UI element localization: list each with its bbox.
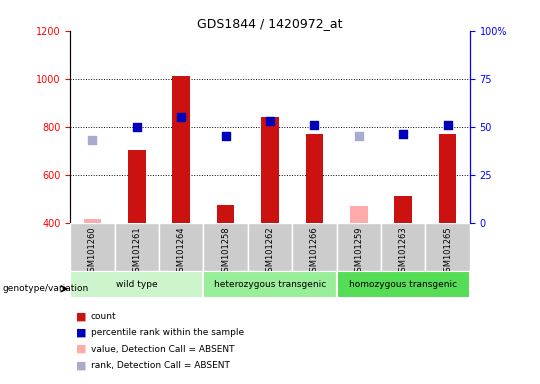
Text: homozygous transgenic: homozygous transgenic — [349, 280, 457, 289]
Point — [88, 137, 97, 143]
Bar — [204, 223, 248, 271]
Bar — [217, 205, 234, 223]
Bar — [128, 149, 146, 223]
Text: GSM101261: GSM101261 — [132, 227, 141, 277]
Text: GSM101259: GSM101259 — [354, 227, 363, 277]
Title: GDS1844 / 1420972_at: GDS1844 / 1420972_at — [197, 17, 343, 30]
Bar — [306, 134, 323, 223]
Text: GSM101265: GSM101265 — [443, 227, 452, 277]
Bar — [438, 134, 456, 223]
Bar — [336, 271, 470, 298]
Text: GSM101264: GSM101264 — [177, 227, 186, 277]
Bar — [172, 76, 190, 223]
Bar — [381, 223, 426, 271]
Point — [266, 118, 274, 124]
Bar — [84, 219, 102, 223]
Bar — [261, 117, 279, 223]
Bar — [350, 206, 368, 223]
Text: ■: ■ — [76, 360, 86, 370]
Point — [221, 133, 230, 139]
Text: wild type: wild type — [116, 280, 158, 289]
Text: ■: ■ — [76, 328, 86, 338]
Text: ■: ■ — [76, 312, 86, 322]
Bar — [248, 223, 292, 271]
Bar — [292, 223, 336, 271]
Text: percentile rank within the sample: percentile rank within the sample — [91, 328, 244, 338]
Text: GSM101258: GSM101258 — [221, 227, 230, 277]
Bar — [394, 196, 412, 223]
Point — [132, 124, 141, 130]
Point — [443, 122, 452, 128]
Text: GSM101260: GSM101260 — [88, 227, 97, 277]
Point — [177, 114, 186, 120]
Text: GSM101263: GSM101263 — [399, 227, 408, 277]
Text: GSM101262: GSM101262 — [266, 227, 274, 277]
Bar — [114, 223, 159, 271]
Text: value, Detection Call = ABSENT: value, Detection Call = ABSENT — [91, 344, 234, 354]
Bar — [204, 271, 336, 298]
Bar — [159, 223, 204, 271]
Bar — [70, 271, 204, 298]
Text: rank, Detection Call = ABSENT: rank, Detection Call = ABSENT — [91, 361, 230, 370]
Text: GSM101266: GSM101266 — [310, 227, 319, 277]
Text: count: count — [91, 312, 116, 321]
Text: genotype/variation: genotype/variation — [3, 284, 89, 293]
Text: ■: ■ — [76, 344, 86, 354]
Point — [310, 122, 319, 128]
Bar — [336, 223, 381, 271]
Bar — [70, 223, 114, 271]
Text: heterozygous transgenic: heterozygous transgenic — [214, 280, 326, 289]
Point — [399, 131, 408, 137]
Point — [354, 133, 363, 139]
Bar — [426, 223, 470, 271]
